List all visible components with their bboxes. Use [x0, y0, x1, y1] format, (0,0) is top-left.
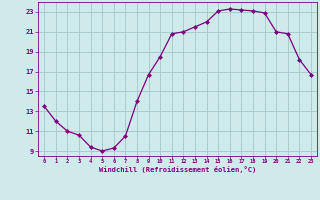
X-axis label: Windchill (Refroidissement éolien,°C): Windchill (Refroidissement éolien,°C) — [99, 166, 256, 173]
